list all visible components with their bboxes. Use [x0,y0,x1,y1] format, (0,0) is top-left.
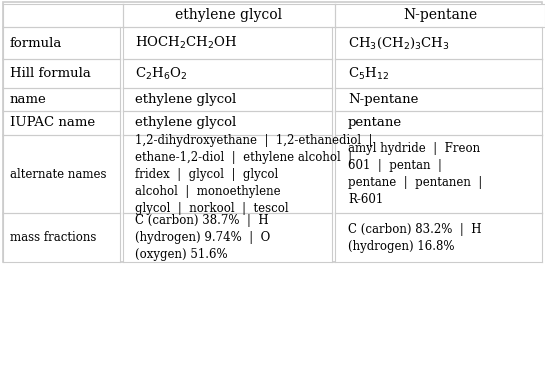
Text: C (carbon) 38.7%  |  H
(hydrogen) 9.74%  |  O
(oxygen) 51.6%: C (carbon) 38.7% | H (hydrogen) 9.74% | … [135,214,271,261]
Bar [335,135,542,213]
Text: IUPAC name: IUPAC name [10,116,95,130]
Bar [335,88,542,111]
Bar [3,213,120,262]
Bar [335,111,542,135]
Text: ethylene glycol: ethylene glycol [135,116,237,130]
Text: HOCH$_2$CH$_2$OH: HOCH$_2$CH$_2$OH [135,35,238,51]
Text: name: name [10,93,47,106]
Bar [335,59,542,88]
Text: amyl hydride  |  Freon
601  |  pentan  |
pentane  |  pentanen  |
R-601: amyl hydride | Freon 601 | pentan | pent… [348,142,482,206]
Bar [3,4,123,27]
Text: pentane: pentane [348,116,402,130]
Text: N-pentane: N-pentane [403,8,477,22]
Bar [335,213,542,262]
Text: C (carbon) 83.2%  |  H
(hydrogen) 16.8%: C (carbon) 83.2% | H (hydrogen) 16.8% [348,223,481,253]
Text: 1,2-dihydroxyethane  |  1,2-ethanediol  |
ethane-1,2-diol  |  ethylene alcohol  : 1,2-dihydroxyethane | 1,2-ethanediol | e… [135,134,373,214]
Bar [123,111,332,135]
Bar [123,135,332,213]
Text: ethylene glycol: ethylene glycol [175,8,282,22]
Bar [3,88,120,111]
Bar [123,88,332,111]
Text: CH$_3$(CH$_2$)$_3$CH$_3$: CH$_3$(CH$_2$)$_3$CH$_3$ [348,36,450,51]
Text: Hill formula: Hill formula [10,67,91,80]
Bar [3,135,120,213]
Text: ethylene glycol: ethylene glycol [135,93,237,106]
Bar [3,27,120,59]
Text: alternate names: alternate names [10,168,106,180]
Bar [3,2,542,262]
Text: C$_2$H$_6$O$_2$: C$_2$H$_6$O$_2$ [135,66,187,82]
Bar [123,213,332,262]
Text: formula: formula [10,37,62,50]
Bar [3,59,120,88]
Bar [335,4,545,27]
Bar [123,4,335,27]
Bar [123,27,332,59]
Bar [335,27,542,59]
Text: mass fractions: mass fractions [10,231,96,244]
Bar [123,59,332,88]
Text: C$_5$H$_{12}$: C$_5$H$_{12}$ [348,66,389,82]
Text: N-pentane: N-pentane [348,93,419,106]
Bar [3,111,120,135]
